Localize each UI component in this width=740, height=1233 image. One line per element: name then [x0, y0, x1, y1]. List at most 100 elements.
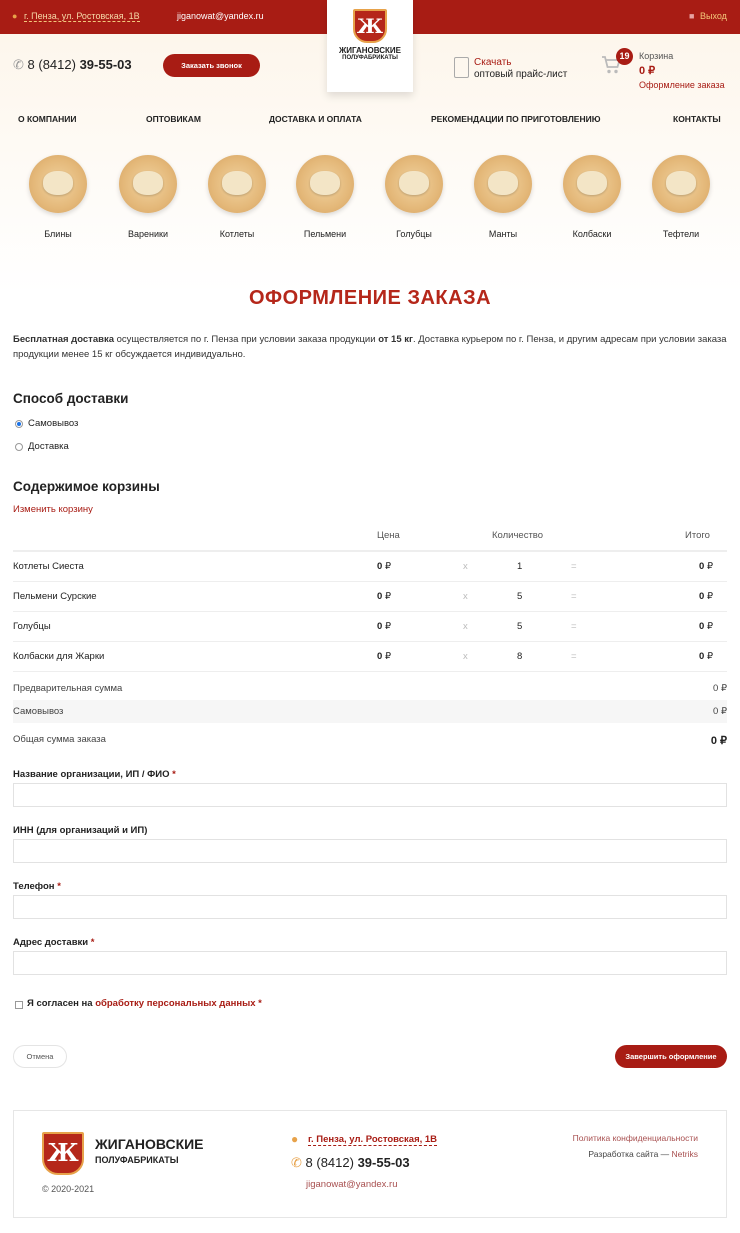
nav-contacts[interactable]: КОНТАКТЫ	[673, 114, 721, 124]
top-address-link[interactable]: г. Пенза, ул. Ростовская, 1В	[24, 11, 140, 22]
download-title: Скачать	[474, 57, 512, 68]
category-item[interactable]: Блины	[28, 155, 88, 239]
item-price: 0 ₽	[377, 651, 391, 662]
summary-total: Общая сумма заказа 0 ₽	[13, 734, 727, 747]
cart-total: 0 ₽	[639, 65, 656, 77]
privacy-link[interactable]: Политика конфиденциальности	[572, 1133, 698, 1143]
developer-credit: Разработка сайта — Netriks	[588, 1149, 698, 1159]
inn-input[interactable]	[13, 839, 727, 863]
item-name: Пельмени Сурские	[13, 591, 97, 602]
org-name-input[interactable]	[13, 783, 727, 807]
location-pin-icon: ●	[12, 11, 18, 21]
category-image	[652, 155, 710, 213]
address-input[interactable]	[13, 951, 727, 975]
item-name: Колбаски для Жарки	[13, 651, 105, 662]
footer-phone-icon: ✆	[291, 1155, 302, 1170]
header-phone[interactable]: ✆ 8 (8412) 39-55-03	[13, 57, 132, 73]
category-item[interactable]: Манты	[473, 155, 533, 239]
item-qty: 5	[517, 621, 523, 632]
col-total: Итого	[685, 530, 710, 541]
address-label: Адрес доставки *	[13, 937, 95, 948]
item-price: 0 ₽	[377, 561, 391, 572]
nav-recommendations[interactable]: РЕКОМЕНДАЦИИ ПО ПРИГОТОВЛЕНИЮ	[431, 114, 601, 124]
logout-link[interactable]: Выход	[700, 11, 727, 21]
equals-sign: =	[571, 651, 577, 662]
item-total: 0 ₽	[699, 591, 713, 602]
item-price: 0 ₽	[377, 621, 391, 632]
inn-label: ИНН (для организаций и ИП)	[13, 825, 148, 836]
item-name: Голубцы	[13, 621, 51, 632]
cancel-button[interactable]: Отмена	[13, 1045, 67, 1068]
cart-item-row: Котлеты Сиеста 0 ₽ x 1 = 0 ₽	[13, 551, 727, 581]
category-image	[296, 155, 354, 213]
equals-sign: =	[571, 621, 577, 632]
table-top-divider	[13, 550, 727, 551]
times-sign: x	[463, 621, 468, 632]
footer-email-link[interactable]: jiganowat@yandex.ru	[306, 1179, 398, 1190]
category-item[interactable]: Голубцы	[384, 155, 444, 239]
footer-pin-icon: ●	[291, 1132, 299, 1146]
item-name: Котлеты Сиеста	[13, 561, 84, 572]
consent-checkbox[interactable]	[15, 1001, 23, 1009]
cart-label: Корзина	[639, 51, 674, 61]
category-item[interactable]: Котлеты	[207, 155, 267, 239]
col-price: Цена	[377, 530, 400, 541]
cart-count-badge: 19	[616, 48, 633, 65]
consent-link[interactable]: обработку персональных данных	[95, 998, 256, 1009]
times-sign: x	[463, 561, 468, 572]
developer-link[interactable]: Netriks	[671, 1149, 698, 1159]
site-logo[interactable]: Ж ЖИГАНОВСКИЕ ПОЛУФАБРИКАТЫ	[327, 0, 413, 92]
footer-logo-line2: ПОЛУФАБРИКАТЫ	[95, 1155, 179, 1165]
category-image	[385, 155, 443, 213]
footer-logo-line1: ЖИГАНОВСКИЕ	[95, 1136, 204, 1152]
radio-delivery[interactable]: Доставка	[15, 441, 69, 452]
document-icon	[454, 57, 469, 78]
category-image	[29, 155, 87, 213]
item-qty: 8	[517, 651, 523, 662]
equals-sign: =	[571, 561, 577, 572]
item-total: 0 ₽	[699, 651, 713, 662]
footer-phone[interactable]: ✆ 8 (8412) 39-55-03	[291, 1155, 410, 1170]
copyright: © 2020-2021	[42, 1184, 95, 1194]
nav-delivery[interactable]: ДОСТАВКА И ОПЛАТА	[269, 114, 362, 124]
cart-item-row: Голубцы 0 ₽ x 5 = 0 ₽	[13, 611, 727, 641]
logo-shield: Ж	[353, 9, 387, 43]
times-sign: x	[463, 651, 468, 662]
top-email-link[interactable]: jiganowat@yandex.ru	[177, 11, 264, 21]
radio-pickup[interactable]: Самовывоз	[15, 418, 78, 429]
phone-main: 39-55-03	[79, 57, 132, 72]
cart-contents-title: Содержимое корзины	[13, 479, 160, 494]
col-qty: Количество	[492, 530, 544, 541]
org-name-label: Название организации, ИП / ФИО *	[13, 769, 176, 780]
phone-prefix: 8 (8412)	[27, 57, 76, 72]
category-item[interactable]: Колбаски	[562, 155, 622, 239]
price-list-download[interactable]: Скачать оптовый прайс-лист	[474, 57, 567, 81]
category-item[interactable]: Тефтели	[651, 155, 711, 239]
lock-icon: ■	[689, 11, 695, 21]
category-image	[563, 155, 621, 213]
item-qty: 5	[517, 591, 523, 602]
phone-label: Телефон *	[13, 881, 61, 892]
cart-item-row: Пельмени Сурские 0 ₽ x 5 = 0 ₽	[13, 581, 727, 611]
category-item[interactable]: Пельмени	[295, 155, 355, 239]
delivery-method-title: Способ доставки	[13, 391, 129, 406]
consent-label: Я согласен на обработку персональных дан…	[27, 998, 262, 1009]
nav-wholesale[interactable]: ОПТОВИКАМ	[146, 114, 201, 124]
page-title: ОФОРМЛЕНИЕ ЗАКАЗА	[248, 287, 492, 309]
footer-address-link[interactable]: г. Пенза, ул. Ростовская, 1В	[308, 1134, 438, 1146]
item-price: 0 ₽	[377, 591, 391, 602]
phone-input[interactable]	[13, 895, 727, 919]
callback-button[interactable]: Заказать звонок	[163, 54, 260, 77]
equals-sign: =	[571, 591, 577, 602]
times-sign: x	[463, 591, 468, 602]
nav-about[interactable]: О КОМПАНИИ	[18, 114, 77, 124]
category-item[interactable]: Вареники	[118, 155, 178, 239]
submit-order-button[interactable]: Завершить оформление	[615, 1045, 727, 1068]
item-qty: 1	[517, 561, 523, 572]
item-total: 0 ₽	[699, 561, 713, 572]
edit-cart-link[interactable]: Изменить корзину	[13, 504, 93, 515]
download-sub: оптовый прайс-лист	[474, 69, 568, 80]
checkout-link[interactable]: Оформление заказа	[639, 80, 725, 90]
footer	[13, 1110, 727, 1218]
category-image	[208, 155, 266, 213]
